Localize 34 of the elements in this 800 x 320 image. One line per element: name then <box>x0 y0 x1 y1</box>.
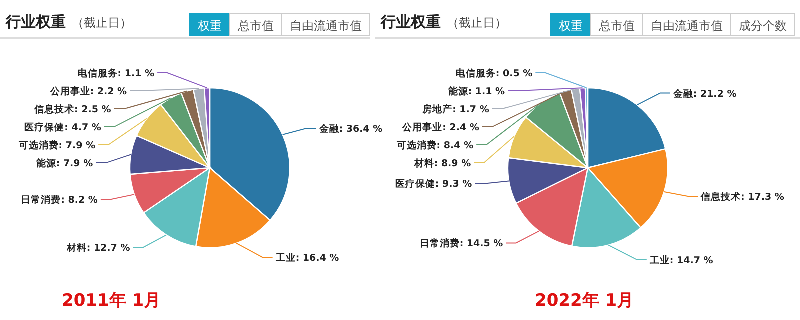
slice-label: 日常消费: 14.5 % <box>420 238 504 250</box>
chart-subtitle: （截止日） <box>72 16 132 30</box>
chart-title: 行业权重 <box>380 13 441 31</box>
text: 2011年 1月 <box>62 291 162 311</box>
chart-subtitle: （截止日） <box>447 16 507 30</box>
text: 2022年 1月 <box>535 291 634 311</box>
slice-label: 工业: 16.4 % <box>274 252 340 264</box>
tab: 成分个数 <box>730 14 796 36</box>
slice-label: 能源: 7.9 % <box>36 158 94 170</box>
slice-label: 材料: 12.7 % <box>66 242 131 254</box>
slice-label: 可选消费: 7.9 % <box>18 140 96 152</box>
slice-label: 金融: 21.2 % <box>672 88 738 100</box>
slice-label: 能源: 1.1 % <box>448 86 506 98</box>
tab: 权重 <box>550 14 592 36</box>
slice-label: 公用事业: 2.2 % <box>49 86 128 98</box>
slice-label: 医疗保健: 4.7 % <box>24 122 102 134</box>
slice-label: 信息技术: 2.5 % <box>34 104 112 116</box>
slice-label: 材料: 8.9 % <box>413 158 472 170</box>
slice-label: 医疗保健: 9.3 % <box>395 178 473 190</box>
slice-label: 可选消费: 8.4 % <box>396 140 474 152</box>
slice-label: 信息技术: 17.3 % <box>700 191 785 204</box>
slice-label: 公用事业: 2.4 % <box>402 122 480 134</box>
slice-label: 电信服务: 0.5 % <box>456 68 534 80</box>
slice-label: 房地产: 1.7 % <box>422 104 490 116</box>
chart-title: 行业权重 <box>5 13 66 31</box>
slice-label: 金融: 36.4 % <box>318 123 384 136</box>
tab: 总市值 <box>230 14 282 36</box>
slice-label: 日常消费: 8.2 % <box>21 194 98 206</box>
slice-label: 工业: 14.7 % <box>648 254 714 266</box>
slice-label: 电信服务: 1.1 % <box>78 68 156 80</box>
tab: 权重 <box>190 14 230 36</box>
tab: 总市值 <box>590 14 644 36</box>
tab: 自由流通市值 <box>642 14 732 36</box>
tab: 自由流通市值 <box>282 14 370 36</box>
